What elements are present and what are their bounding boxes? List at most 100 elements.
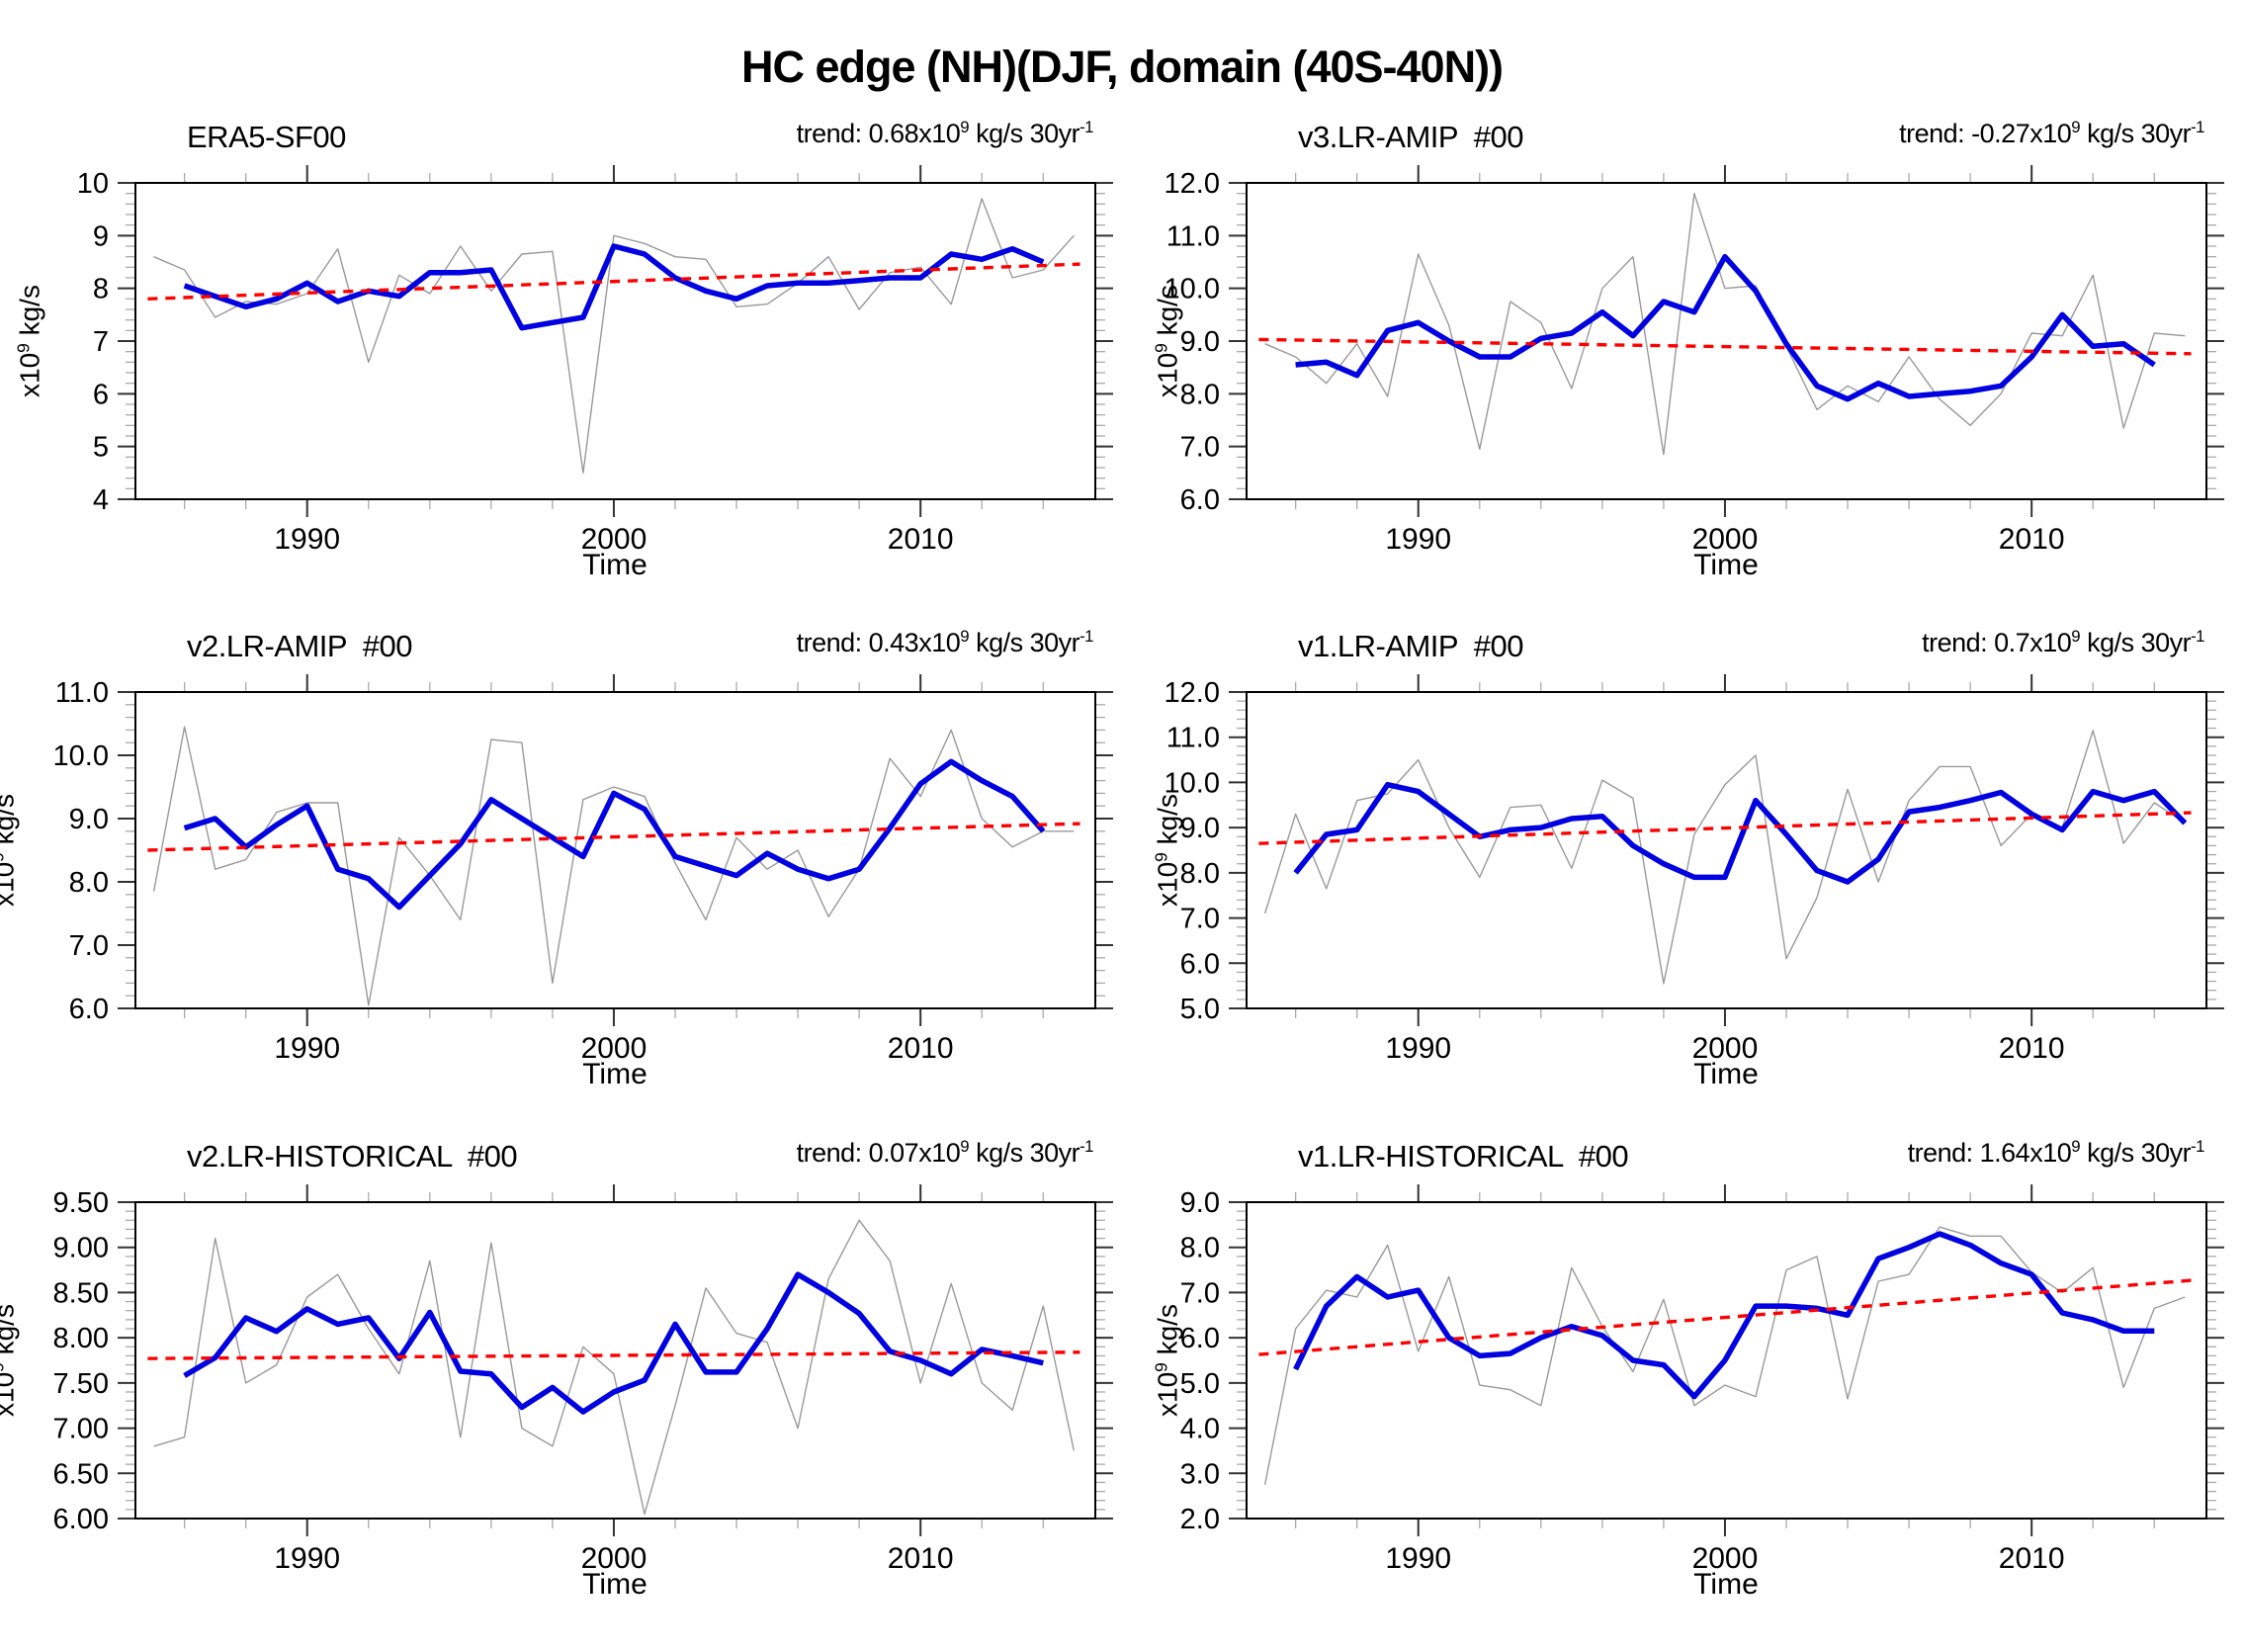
y-tick-label: 7.0 (1180, 432, 1220, 464)
plot-frame (134, 691, 1096, 1009)
panel-v1-lr-historical: 2.0 3.0 4.0 5.0 6.0 7.0 8.0 9.0 1990 2000 2010 v1.… (1122, 1113, 2244, 1622)
y-tick-label: 8.0 (1180, 379, 1220, 410)
annual-line (1263, 730, 2186, 985)
y-tick-label: 8.0 (1180, 1233, 1220, 1264)
panel-title: v1.LR-HISTORICAL #00 (1298, 1139, 1629, 1174)
y-tick-label: 7.0 (69, 930, 109, 962)
y-tick-label: 8.0 (1180, 858, 1220, 890)
plot-area: 5.0 6.0 7.0 8.0 9.0 10.0 11.0 12.0 1990 2000 2010 (1165, 674, 2224, 1065)
x-axis-label: Time (1693, 549, 1759, 581)
x-axis-label: Time (582, 549, 647, 581)
plot-area: 6.0 7.0 8.0 9.0 10.0 11.0 1990 2000 2010 (53, 674, 1113, 1065)
y-axis-label: x109 kg/s (1151, 285, 1183, 397)
panel-v2-lr-historical: 6.00 6.50 7.00 7.50 8.00 8.50 9.00 9.50 1990 2000… (0, 1113, 1122, 1622)
y-tick-label: 6.0 (1180, 948, 1220, 980)
y-axis-label: x109 kg/s (0, 794, 20, 907)
x-tick-label: 2000 (581, 1032, 647, 1065)
x-tick-label: 2010 (1999, 523, 2065, 556)
y-tick-label: 2.0 (1180, 1504, 1220, 1535)
y-tick-label: 6.0 (69, 994, 109, 1025)
panel-v2-lr-amip: 6.0 7.0 8.0 9.0 10.0 11.0 1990 2000 2010 v2.LR-A… (0, 603, 1122, 1112)
x-tick-label: 1990 (274, 523, 340, 556)
y-tick-label: 6.0 (1180, 1323, 1220, 1354)
y-tick-label: 6.0 (1180, 484, 1220, 516)
y-tick-label: 8.0 (69, 867, 109, 899)
y-tick-label: 8.00 (53, 1323, 109, 1354)
y-axis-label: x109 kg/s (13, 285, 45, 397)
plot-area: 6.0 7.0 8.0 9.0 10.0 11.0 12.0 1990 2000 2010 (1165, 165, 2224, 556)
y-axis-label: x109 kg/s (1151, 1304, 1183, 1417)
y-tick-label: 8 (93, 274, 109, 305)
panel-era5-sf00: 4 5 6 7 8 9 10 1990 2000 2010 ERA5-SF00 trend: 0.… (0, 94, 1122, 603)
trend-line (147, 262, 1080, 302)
trend-annotation: trend: 0.43x109 kg/s 30yr-1 (796, 627, 1094, 657)
panel-title: v2.LR-HISTORICAL #00 (187, 1139, 518, 1174)
y-tick-label: 10.0 (1165, 274, 1220, 305)
y-tick-label: 5.0 (1180, 1368, 1220, 1400)
trend-line (147, 1350, 1080, 1360)
panel-v1-lr-amip: 5.0 6.0 7.0 8.0 9.0 10.0 11.0 12.0 1990 2000 2010 … (1122, 603, 2244, 1112)
x-tick-label: 2000 (1692, 1032, 1759, 1065)
y-tick-label: 9 (93, 220, 109, 252)
y-tick-label: 7.00 (53, 1414, 109, 1445)
annual-line (152, 726, 1075, 1006)
plot-frame (1246, 1201, 2207, 1520)
smoothed-line (1295, 253, 2156, 402)
trend-annotation: trend: -0.27x109 kg/s 30yr-1 (1899, 118, 2204, 148)
plot-area: 2.0 3.0 4.0 5.0 6.0 7.0 8.0 9.0 1990 2000 2010 (1180, 1184, 2224, 1575)
x-tick-label: 1990 (1385, 1542, 1451, 1575)
y-tick-label: 4.0 (1180, 1414, 1220, 1445)
y-tick-label: 4 (93, 484, 109, 516)
x-tick-label: 2010 (1999, 1542, 2065, 1575)
y-tick-label: 10 (77, 168, 109, 200)
trend-line (147, 822, 1080, 852)
panel-title: ERA5-SF00 (187, 120, 346, 154)
y-tick-label: 9.0 (1180, 813, 1220, 844)
y-tick-label: 6 (93, 379, 109, 410)
x-axis-label: Time (582, 1058, 647, 1090)
trend-annotation: trend: 0.07x109 kg/s 30yr-1 (796, 1137, 1094, 1168)
x-tick-label: 2000 (1692, 1542, 1759, 1575)
trend-annotation: trend: 1.64x109 kg/s 30yr-1 (1907, 1137, 2205, 1168)
y-tick-label: 9.0 (69, 804, 109, 835)
y-tick-label: 9.0 (1180, 326, 1220, 358)
y-tick-label: 8.50 (53, 1277, 109, 1309)
annual-line (153, 198, 1075, 474)
y-tick-label: 9.0 (1180, 1187, 1220, 1219)
plot-frame (1246, 182, 2207, 500)
y-tick-label: 9.00 (53, 1233, 109, 1264)
x-axis-label: Time (1693, 1568, 1759, 1601)
x-tick-label: 1990 (274, 1032, 340, 1065)
trend-line (1258, 337, 2192, 356)
x-axis-label: Time (582, 1568, 647, 1601)
y-tick-label: 12.0 (1165, 677, 1220, 709)
y-tick-label: 6.50 (53, 1458, 109, 1490)
trend-annotation: trend: 0.7x109 kg/s 30yr-1 (1922, 627, 2204, 657)
y-axis-label: x109 kg/s (1151, 794, 1183, 907)
annual-line (153, 1219, 1075, 1516)
trend-line (1258, 1278, 2192, 1356)
plot-frame (1246, 691, 2207, 1009)
y-tick-label: 7.50 (53, 1368, 109, 1400)
y-tick-label: 9.50 (53, 1187, 109, 1219)
y-tick-label: 11.0 (55, 677, 109, 709)
x-tick-label: 2000 (581, 523, 647, 556)
smoothed-line (183, 758, 1046, 911)
trend-line (1258, 811, 2192, 845)
x-tick-label: 2000 (1692, 523, 1759, 556)
trend-annotation: trend: 0.68x109 kg/s 30yr-1 (796, 118, 1094, 148)
smoothed-line (1293, 1231, 2155, 1400)
figure-title: HC edge (NH)(DJF, domain (40S-40N)) (740, 42, 1504, 93)
x-tick-label: 1990 (1385, 523, 1451, 556)
y-tick-label: 5 (93, 432, 109, 464)
panel-title: v2.LR-AMIP #00 (187, 629, 412, 663)
y-tick-label: 7.0 (1180, 904, 1220, 935)
x-tick-label: 2010 (888, 1542, 954, 1575)
panel-title: v1.LR-AMIP #00 (1298, 629, 1523, 663)
smoothed-line (183, 243, 1045, 331)
y-tick-label: 7.0 (1180, 1277, 1220, 1309)
panel-title: v3.LR-AMIP #00 (1298, 120, 1523, 154)
y-tick-label: 5.0 (1180, 994, 1220, 1025)
y-tick-label: 12.0 (1165, 168, 1220, 200)
plot-area: 6.00 6.50 7.00 7.50 8.00 8.50 9.00 9.50 1990 2000… (53, 1184, 1113, 1575)
